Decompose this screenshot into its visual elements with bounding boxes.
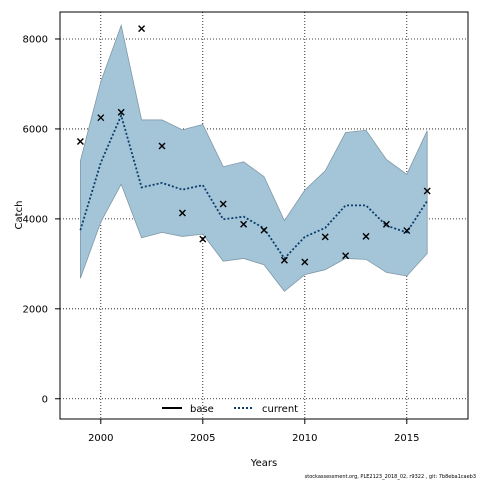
x-tick-label: 2005 bbox=[190, 433, 215, 444]
data-point bbox=[423, 187, 431, 195]
data-point bbox=[321, 233, 329, 241]
series-line-current bbox=[79, 112, 428, 260]
data-point bbox=[138, 25, 146, 33]
x-axis-title: Years bbox=[250, 458, 277, 469]
data-point bbox=[280, 256, 288, 264]
data-point bbox=[301, 258, 309, 266]
legend-label-current: current bbox=[262, 404, 298, 415]
data-point bbox=[76, 138, 84, 146]
confidence-band-layer bbox=[80, 24, 428, 292]
data-point bbox=[97, 114, 105, 122]
data-point bbox=[362, 232, 370, 240]
y-axis-title: Catch bbox=[14, 201, 25, 230]
data-point bbox=[178, 209, 186, 217]
data-point bbox=[219, 200, 227, 208]
x-tick-label: 2000 bbox=[88, 433, 113, 444]
credit-line: stockassessment.org, PLE2123_2018_02, r9… bbox=[305, 474, 476, 480]
x-tick-label: 2015 bbox=[394, 433, 419, 444]
data-point bbox=[199, 235, 207, 243]
confidence-band bbox=[80, 24, 428, 292]
axis-ticks: 2000 2005 2010 2015 0 2000 4000 6000 8000 bbox=[23, 34, 420, 444]
y-tick-label: 4000 bbox=[23, 214, 48, 225]
data-point bbox=[382, 220, 390, 228]
y-tick-label: 6000 bbox=[23, 124, 48, 135]
data-point bbox=[403, 227, 411, 235]
legend-label-base: base bbox=[190, 404, 214, 415]
x-tick-label: 2010 bbox=[292, 433, 317, 444]
data-point bbox=[158, 142, 166, 150]
y-tick-label: 8000 bbox=[23, 34, 48, 45]
data-point bbox=[260, 226, 268, 234]
data-point bbox=[240, 220, 248, 228]
y-tick-label: 0 bbox=[42, 394, 48, 405]
y-tick-label: 2000 bbox=[23, 304, 48, 315]
data-point bbox=[117, 108, 125, 116]
series-line-layer bbox=[79, 112, 428, 260]
plot-frame bbox=[59, 11, 469, 420]
data-point bbox=[342, 252, 350, 260]
legend: base current bbox=[162, 404, 298, 415]
points-layer bbox=[76, 25, 431, 266]
